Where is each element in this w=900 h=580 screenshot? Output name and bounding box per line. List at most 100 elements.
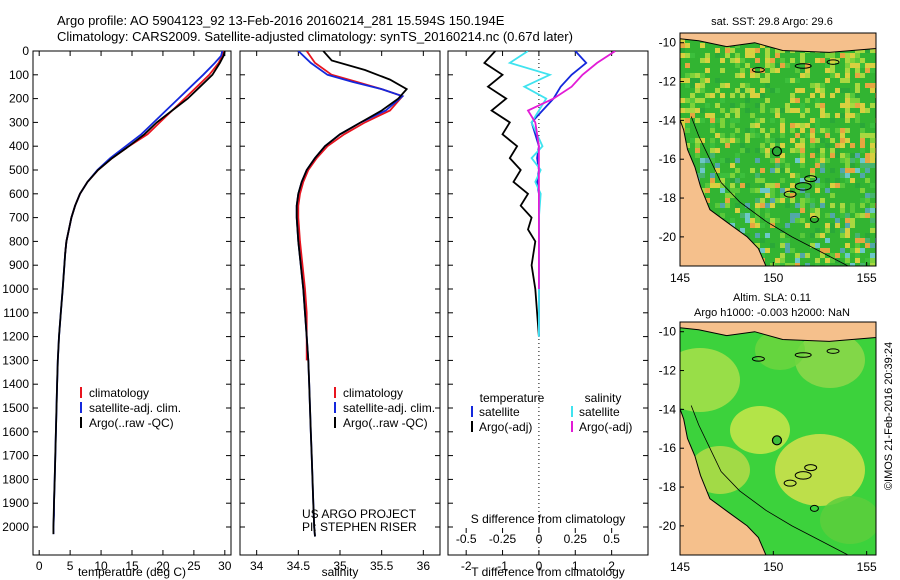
reef-outline <box>751 356 765 362</box>
y-tick-label: 1200 <box>2 330 29 344</box>
sst-cell <box>745 63 750 68</box>
sst-cell <box>730 138 735 143</box>
sst-cell <box>730 118 735 123</box>
sst-cell <box>855 113 860 118</box>
sst-cell <box>755 218 760 223</box>
sst-cell <box>720 118 725 123</box>
sst-cell <box>870 123 875 128</box>
sst-cell <box>785 103 790 108</box>
sst-cell <box>845 213 850 218</box>
sst-cell <box>790 213 795 218</box>
sst-cell <box>860 238 865 243</box>
sst-cell <box>780 108 785 113</box>
sst-cell <box>765 153 770 158</box>
x-tick-label: 30 <box>218 559 232 573</box>
sst-cell <box>720 68 725 73</box>
sst-cell <box>795 108 800 113</box>
sst-cell <box>725 198 730 203</box>
sst-cell <box>680 78 685 83</box>
bathymetry-contour <box>690 405 849 555</box>
legend-label: Argo(-adj) <box>579 420 632 434</box>
sst-cell <box>760 128 765 133</box>
sst-cell <box>775 168 780 173</box>
profile-panel-salinity: 34 34.5 35 35.5 36 salinity climatologysatelli… <box>239 50 441 579</box>
map-frame <box>679 32 877 267</box>
sst-cell <box>745 138 750 143</box>
sst-cell <box>845 218 850 223</box>
sst-cell <box>790 183 795 188</box>
sst-cell <box>680 108 685 113</box>
sst-cell <box>750 218 755 223</box>
y-tick-label: 1300 <box>2 353 29 367</box>
sst-cell <box>865 83 870 88</box>
sst-cell <box>720 108 725 113</box>
sst-cell <box>860 168 865 173</box>
s-tick-label: -0.25 <box>489 532 517 546</box>
sst-cell <box>850 163 855 168</box>
sst-cell <box>695 138 700 143</box>
series-line-argo-raw-qc- <box>52 51 226 535</box>
sst-cell <box>730 193 735 198</box>
y-tick-label: 500 <box>9 163 29 177</box>
sst-cell <box>735 63 740 68</box>
sst-cell <box>775 108 780 113</box>
sst-cell <box>820 88 825 93</box>
map-sst-map: 145 150 155 -10 -12 -14 -16 -18 -20 sat. SST: 29.… <box>659 16 877 285</box>
sst-cell <box>855 103 860 108</box>
sst-cell <box>695 118 700 123</box>
x-tick-label: 34 <box>250 559 264 573</box>
sst-cell <box>855 68 860 73</box>
sst-cell <box>770 188 775 193</box>
sst-cell <box>705 78 710 83</box>
sst-cell <box>805 253 810 258</box>
sst-cell <box>790 93 795 98</box>
sst-cell <box>860 143 865 148</box>
sst-cell <box>850 168 855 173</box>
sst-cell <box>765 53 770 58</box>
y-tick-label: 1800 <box>2 472 29 486</box>
sst-cell <box>840 213 845 218</box>
sst-cell <box>830 228 835 233</box>
sst-cell <box>840 248 845 253</box>
sst-cell <box>680 98 685 103</box>
sst-cell <box>865 48 870 53</box>
sst-cell <box>755 48 760 53</box>
sst-cell <box>700 58 705 63</box>
sst-cell <box>840 138 845 143</box>
sst-cell <box>870 138 875 143</box>
sst-cell <box>785 63 790 68</box>
sst-cell <box>760 238 765 243</box>
sst-cell <box>855 58 860 63</box>
sst-cell <box>730 103 735 108</box>
sst-cell <box>800 108 805 113</box>
sst-cell <box>795 68 800 73</box>
reef-outline <box>783 190 797 198</box>
sst-cell <box>760 253 765 258</box>
y-tick-label: 1600 <box>2 425 29 439</box>
sst-cell <box>855 118 860 123</box>
sst-cell <box>760 118 765 123</box>
sst-cell <box>710 128 715 133</box>
sst-cell <box>800 128 805 133</box>
sst-cell <box>755 73 760 78</box>
sst-cell <box>715 168 720 173</box>
sst-cell <box>840 203 845 208</box>
sst-cell <box>785 243 790 248</box>
sst-cell <box>690 53 695 58</box>
sst-cell <box>710 178 715 183</box>
sst-cell <box>750 48 755 53</box>
sst-cell <box>805 108 810 113</box>
sst-cell <box>815 233 820 238</box>
sst-cell <box>765 83 770 88</box>
sst-cell <box>755 208 760 213</box>
map-x-tick-label: 155 <box>857 560 877 574</box>
map-y-tick-label: -16 <box>659 441 677 455</box>
y-tick-label: 1100 <box>3 306 29 320</box>
sst-cell <box>870 158 875 163</box>
sst-cell <box>745 183 750 188</box>
sst-cell <box>830 203 835 208</box>
sst-cell <box>845 153 850 158</box>
sst-cell <box>820 233 825 238</box>
sst-cell <box>755 188 760 193</box>
land-mass <box>680 33 767 266</box>
